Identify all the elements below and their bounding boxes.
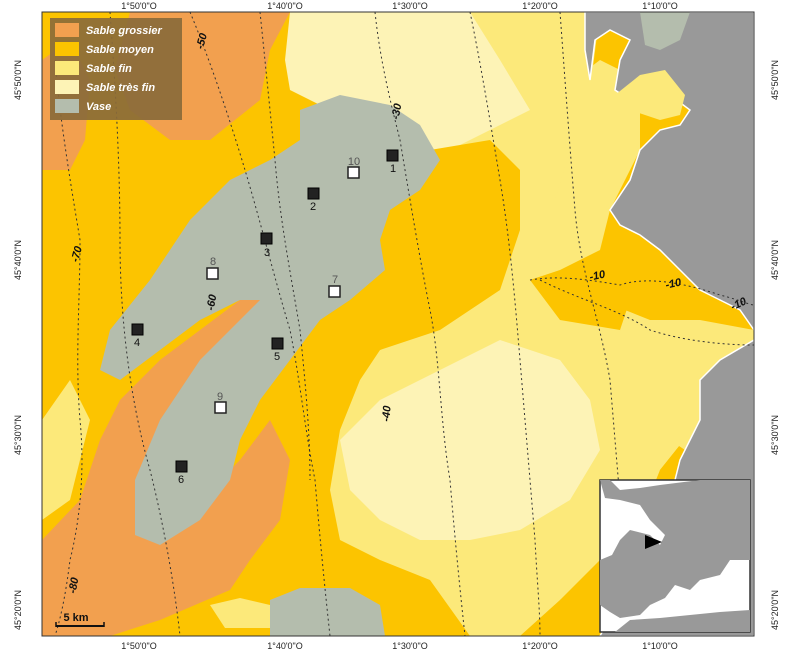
station-marker-filled[interactable] — [271, 337, 284, 350]
coord-top: 1°10'0"O — [642, 1, 678, 11]
coord-labels-bottom: 1°50'0"O 1°40'0"O 1°30'0"O 1°20'0"O 1°10… — [121, 641, 678, 651]
isobath-label: -40 — [380, 404, 393, 422]
isobath-label: -70 — [69, 244, 85, 263]
station-label: 1 — [390, 163, 396, 175]
zone-sable-moyen-estuary — [530, 255, 754, 330]
coord-labels-left: 45°50'0"N 45°40'0"N 45°30'0"N 45°20'0"N — [13, 60, 23, 630]
coord-bottom: 1°20'0"O — [522, 641, 558, 651]
legend-label: Sable fin — [86, 63, 132, 75]
legend-swatch-sable-moyen — [55, 42, 79, 56]
zone-sable-fin-sw-corner — [42, 380, 90, 520]
legend-label: Sable très fin — [86, 82, 155, 94]
coord-bottom: 1°50'0"O — [121, 641, 157, 651]
station-label: 10 — [348, 156, 360, 168]
station-label: 3 — [264, 247, 270, 259]
inset-land — [600, 480, 750, 618]
stations: 1 2 3 4 5 6 7 8 9 10 — [131, 149, 399, 486]
isobath-contours — [54, 12, 754, 636]
station-marker-filled[interactable] — [260, 232, 273, 245]
station-marker-open[interactable] — [214, 401, 227, 414]
coord-labels-top: 1°50'0"O 1°40'0"O 1°30'0"O 1°20'0"O 1°10… — [121, 1, 678, 11]
scale-bar: 5 km — [55, 612, 105, 627]
zone-sable-moyen-center — [270, 140, 520, 636]
isobath-label: -10 — [588, 268, 607, 283]
coord-bottom: 1°10'0"O — [642, 641, 678, 651]
coord-top: 1°40'0"O — [267, 1, 303, 11]
zone-sable-tres-fin-north — [285, 12, 530, 160]
station-marker-open[interactable] — [206, 267, 219, 280]
inset-map — [599, 479, 751, 633]
isobath-label: -60 — [205, 293, 220, 312]
coord-left: 45°20'0"N — [13, 590, 23, 630]
estuary-sand — [615, 70, 685, 120]
coord-bottom: 1°40'0"O — [267, 641, 303, 651]
estuary-vase — [640, 12, 690, 50]
coord-top: 1°30'0"O — [392, 1, 428, 11]
station-label: 4 — [134, 337, 140, 349]
station-label: 9 — [217, 391, 223, 403]
station-marker-filled[interactable] — [307, 187, 320, 200]
zone-vase-main — [100, 95, 440, 545]
station-marker-filled[interactable] — [175, 460, 188, 473]
coord-right: 45°50'0"N — [770, 60, 780, 100]
coord-bottom: 1°30'0"O — [392, 641, 428, 651]
legend-label: Vase — [86, 101, 111, 113]
coord-right: 45°30'0"N — [770, 415, 780, 455]
station-label: 8 — [210, 256, 216, 268]
coord-right: 45°20'0"N — [770, 590, 780, 630]
coord-left: 45°30'0"N — [13, 415, 23, 455]
legend-label: Sable grossier — [86, 25, 163, 37]
isobath-label: -80 — [67, 576, 82, 595]
station-label: 5 — [274, 351, 280, 363]
zone-vase-south — [270, 588, 385, 636]
station-label: 2 — [310, 201, 316, 213]
arrow-pointer-icon — [645, 535, 662, 549]
isobath-label: -50 — [194, 31, 210, 50]
map-frame — [41, 11, 755, 637]
coord-labels-right: 45°50'0"N 45°40'0"N 45°30'0"N 45°20'0"N — [770, 60, 780, 630]
station-label: 7 — [332, 274, 338, 286]
station-label: 6 — [178, 474, 184, 486]
coord-top: 1°50'0"O — [121, 1, 157, 11]
isobath-label: -30 — [390, 102, 405, 121]
zone-sable-fin-south — [210, 598, 270, 628]
station-marker-filled[interactable] — [386, 149, 399, 162]
legend-swatch-sable-grossier — [55, 23, 79, 37]
legend: Sable grossier Sable moyen Sable fin Sab… — [50, 18, 182, 120]
coord-top: 1°20'0"O — [522, 1, 558, 11]
station-marker-open[interactable] — [347, 166, 360, 179]
map-body — [42, 12, 754, 636]
scale-bar-label: 5 km — [63, 612, 88, 624]
inset-africa — [615, 610, 750, 632]
zone-sable-fin-east — [530, 60, 640, 280]
legend-swatch-vase — [55, 99, 79, 113]
station-marker-filled[interactable] — [131, 323, 144, 336]
isobath-labels: -50 -30 -70 -60 -40 -10 -10 -10 -80 — [67, 31, 750, 594]
station-marker-open[interactable] — [328, 285, 341, 298]
zone-sable-tres-fin-center — [340, 340, 600, 540]
legend-label: Sable moyen — [86, 44, 154, 56]
coord-left: 45°40'0"N — [13, 240, 23, 280]
isobath-label: -10 — [664, 276, 683, 291]
coord-left: 45°50'0"N — [13, 60, 23, 100]
legend-swatch-sable-fin — [55, 61, 79, 75]
legend-swatch-sable-tres-fin — [55, 80, 79, 94]
coord-right: 45°40'0"N — [770, 240, 780, 280]
